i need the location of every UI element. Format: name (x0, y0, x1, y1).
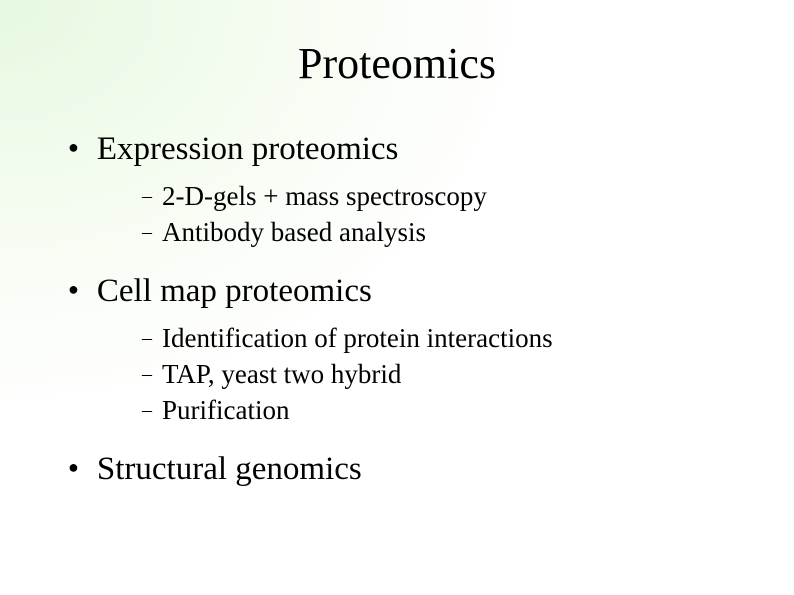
sub-list-item: – Purification (142, 393, 744, 427)
list-item-label: Expression proteomics (97, 129, 399, 169)
sub-list-item: – Identification of protein interactions (142, 321, 744, 355)
list-item: ● Structural genomics (68, 449, 744, 489)
dash-icon: – (142, 179, 152, 213)
slide-title: Proteomics (50, 38, 744, 89)
list-item: ● Expression proteomics (68, 129, 744, 169)
list-item-label: Structural genomics (97, 449, 362, 489)
sub-list-item-label: TAP, yeast two hybrid (162, 357, 401, 391)
dash-icon: – (142, 357, 152, 391)
sub-list-item-label: Purification (162, 393, 289, 427)
bullet-icon: ● (68, 449, 79, 485)
sub-list-item-label: Antibody based analysis (162, 215, 426, 249)
sub-list-item: – TAP, yeast two hybrid (142, 357, 744, 391)
list-item-label: Cell map proteomics (97, 271, 372, 311)
sub-list-item-label: 2-D-gels + mass spectroscopy (162, 179, 487, 213)
dash-icon: – (142, 321, 152, 355)
slide: Proteomics ● Expression proteomics – 2-D… (0, 0, 794, 595)
slide-content: ● Expression proteomics – 2-D-gels + mas… (50, 129, 744, 489)
sub-list: – 2-D-gels + mass spectroscopy – Antibod… (142, 179, 744, 249)
dash-icon: – (142, 215, 152, 249)
sub-list-item-label: Identification of protein interactions (162, 321, 553, 355)
sub-list: – Identification of protein interactions… (142, 321, 744, 427)
list-item: ● Cell map proteomics (68, 271, 744, 311)
bullet-icon: ● (68, 271, 79, 307)
bullet-icon: ● (68, 129, 79, 165)
dash-icon: – (142, 393, 152, 427)
sub-list-item: – 2-D-gels + mass spectroscopy (142, 179, 744, 213)
sub-list-item: – Antibody based analysis (142, 215, 744, 249)
